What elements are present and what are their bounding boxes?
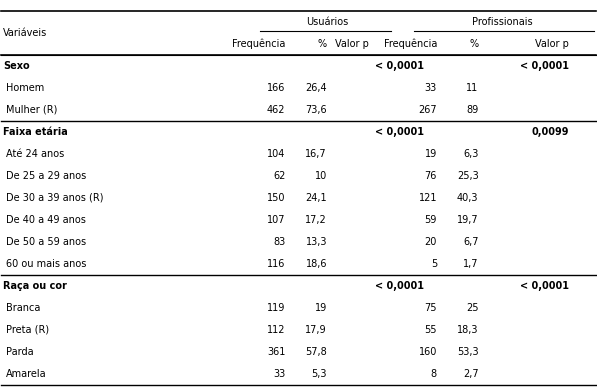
Text: Mulher (R): Mulher (R) (6, 105, 57, 115)
Text: Usuários: Usuários (306, 17, 348, 27)
Text: 16,7: 16,7 (306, 149, 327, 159)
Text: 19: 19 (315, 303, 327, 313)
Text: Branca: Branca (6, 303, 41, 313)
Text: Parda: Parda (6, 347, 34, 357)
Text: < 0,0001: < 0,0001 (374, 281, 423, 291)
Text: 55: 55 (424, 325, 437, 335)
Text: Profissionais: Profissionais (472, 17, 533, 27)
Text: 76: 76 (424, 171, 437, 181)
Text: 19: 19 (424, 149, 437, 159)
Text: 121: 121 (418, 193, 437, 203)
Text: 26,4: 26,4 (306, 83, 327, 93)
Text: 150: 150 (267, 193, 285, 203)
Text: De 50 a 59 anos: De 50 a 59 anos (6, 237, 87, 247)
Text: 112: 112 (267, 325, 285, 335)
Text: 8: 8 (431, 369, 437, 379)
Text: 18,6: 18,6 (306, 259, 327, 269)
Text: 17,2: 17,2 (305, 215, 327, 225)
Text: 1,7: 1,7 (463, 259, 479, 269)
Text: 462: 462 (267, 105, 285, 115)
Text: 11: 11 (466, 83, 479, 93)
Text: 119: 119 (267, 303, 285, 313)
Text: 25: 25 (466, 303, 479, 313)
Text: %: % (469, 39, 479, 49)
Text: 13,3: 13,3 (306, 237, 327, 247)
Text: 6,7: 6,7 (463, 237, 479, 247)
Text: 18,3: 18,3 (457, 325, 479, 335)
Text: Valor p: Valor p (535, 39, 569, 49)
Text: 361: 361 (267, 347, 285, 357)
Text: 104: 104 (267, 149, 285, 159)
Text: %: % (318, 39, 327, 49)
Text: Até 24 anos: Até 24 anos (6, 149, 64, 159)
Text: Preta (R): Preta (R) (6, 325, 50, 335)
Text: 83: 83 (273, 237, 285, 247)
Text: Amarela: Amarela (6, 369, 47, 379)
Text: Frequência: Frequência (384, 39, 437, 49)
Text: < 0,0001: < 0,0001 (520, 61, 569, 71)
Text: Sexo: Sexo (3, 61, 30, 71)
Text: 59: 59 (424, 215, 437, 225)
Text: De 25 a 29 anos: De 25 a 29 anos (6, 171, 87, 181)
Text: De 40 a 49 anos: De 40 a 49 anos (6, 215, 86, 225)
Text: 53,3: 53,3 (457, 347, 479, 357)
Text: < 0,0001: < 0,0001 (374, 61, 423, 71)
Text: 6,3: 6,3 (463, 149, 479, 159)
Text: 267: 267 (418, 105, 437, 115)
Text: 107: 107 (267, 215, 285, 225)
Text: 160: 160 (418, 347, 437, 357)
Text: 20: 20 (424, 237, 437, 247)
Text: 62: 62 (273, 171, 285, 181)
Text: 73,6: 73,6 (306, 105, 327, 115)
Text: 17,9: 17,9 (306, 325, 327, 335)
Text: 33: 33 (424, 83, 437, 93)
Text: 5: 5 (430, 259, 437, 269)
Text: Valor p: Valor p (335, 39, 368, 49)
Text: 0,0099: 0,0099 (531, 127, 569, 137)
Text: 40,3: 40,3 (457, 193, 479, 203)
Text: 33: 33 (273, 369, 285, 379)
Text: 166: 166 (267, 83, 285, 93)
Text: 19,7: 19,7 (457, 215, 479, 225)
Text: < 0,0001: < 0,0001 (374, 127, 423, 137)
Text: De 30 a 39 anos (R): De 30 a 39 anos (R) (6, 193, 104, 203)
Text: < 0,0001: < 0,0001 (520, 281, 569, 291)
Text: 5,3: 5,3 (312, 369, 327, 379)
Text: Frequência: Frequência (232, 39, 285, 49)
Text: 60 ou mais anos: 60 ou mais anos (6, 259, 87, 269)
Text: 24,1: 24,1 (306, 193, 327, 203)
Text: Variáveis: Variáveis (3, 28, 47, 38)
Text: 10: 10 (315, 171, 327, 181)
Text: 75: 75 (424, 303, 437, 313)
Text: 57,8: 57,8 (305, 347, 327, 357)
Text: Faixa etária: Faixa etária (3, 127, 68, 137)
Text: 2,7: 2,7 (463, 369, 479, 379)
Text: 25,3: 25,3 (457, 171, 479, 181)
Text: 89: 89 (466, 105, 479, 115)
Text: Homem: Homem (6, 83, 44, 93)
Text: Raça ou cor: Raça ou cor (3, 281, 67, 291)
Text: 116: 116 (267, 259, 285, 269)
